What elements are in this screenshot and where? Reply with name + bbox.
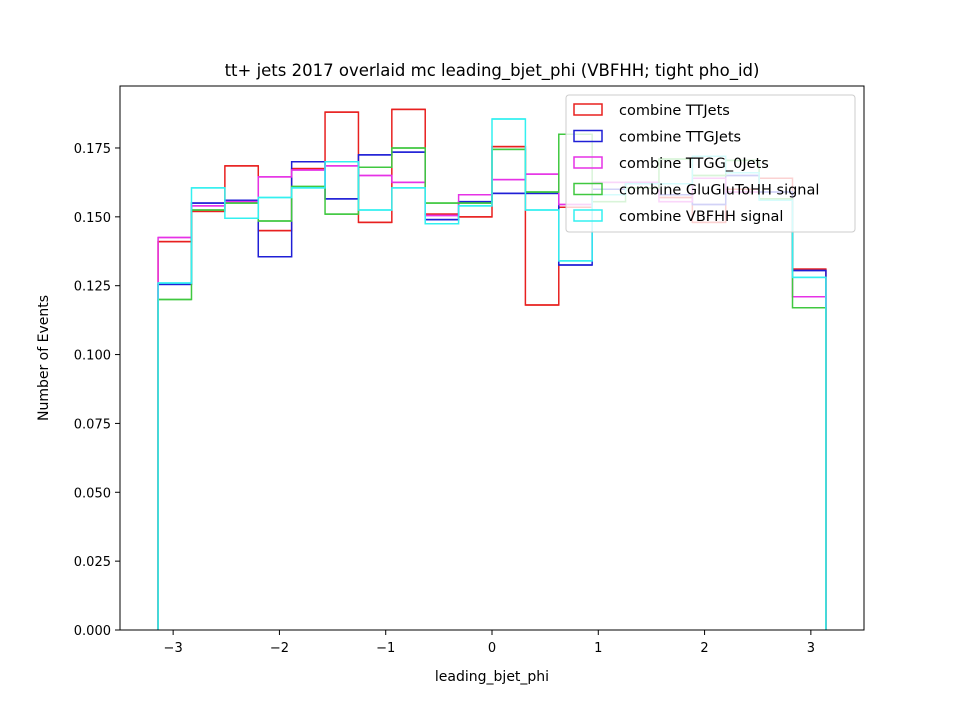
legend-swatch: [573, 182, 603, 196]
legend-item: combine GluGluToHH signal: [573, 182, 819, 199]
legend-swatch: [573, 129, 603, 143]
chart-title: tt+ jets 2017 overlaid mc leading_bjet_p…: [225, 61, 760, 81]
legend-label: combine TTGG_0Jets: [619, 156, 769, 172]
y-tick-label: 0.050: [74, 486, 111, 501]
y-tick-label: 0.000: [74, 624, 111, 639]
legend-swatch: [573, 156, 603, 169]
x-tick-label: 0: [488, 641, 496, 656]
legend-label: combine GluGluToHH signal: [619, 183, 819, 199]
legend-item: combine TTJets: [573, 103, 730, 119]
x-tick-label: 3: [807, 641, 815, 656]
x-axis-label: leading_bjet_phi: [435, 669, 549, 685]
legend-item: combine VBFHH signal: [573, 209, 783, 225]
x-tick-label: 1: [594, 641, 602, 656]
x-tick-label: −2: [270, 641, 289, 656]
x-axis-ticks: −3 −2 −1 0 1 2 3: [164, 630, 815, 656]
x-tick-label: 2: [700, 641, 708, 656]
y-tick-label: 0.075: [74, 417, 111, 432]
legend-swatch: [573, 103, 603, 116]
legend: combine TTJets combine TTGJets combine TTG…: [565, 94, 856, 233]
legend-label: combine VBFHH signal: [619, 209, 783, 225]
legend-label: combine TTGJets: [619, 130, 741, 146]
legend-label: combine TTJets: [619, 103, 730, 119]
legend-swatch: [573, 209, 603, 222]
y-tick-label: 0.150: [74, 211, 111, 226]
y-axis-ticks: 0.000 0.025 0.050 0.075 0.100 0.125 0.150 0.175: [74, 142, 120, 639]
legend-item: combine TTGJets: [573, 129, 741, 146]
y-tick-label: 0.125: [74, 280, 111, 295]
y-axis-label: Number of Events: [36, 295, 52, 421]
x-tick-label: −3: [164, 641, 183, 656]
legend-item: combine TTGG_0Jets: [573, 156, 769, 172]
y-tick-label: 0.175: [74, 142, 111, 157]
x-tick-label: −1: [376, 641, 395, 656]
legend-box: [565, 94, 856, 233]
y-tick-label: 0.100: [74, 349, 111, 364]
y-tick-label: 0.025: [74, 555, 111, 570]
